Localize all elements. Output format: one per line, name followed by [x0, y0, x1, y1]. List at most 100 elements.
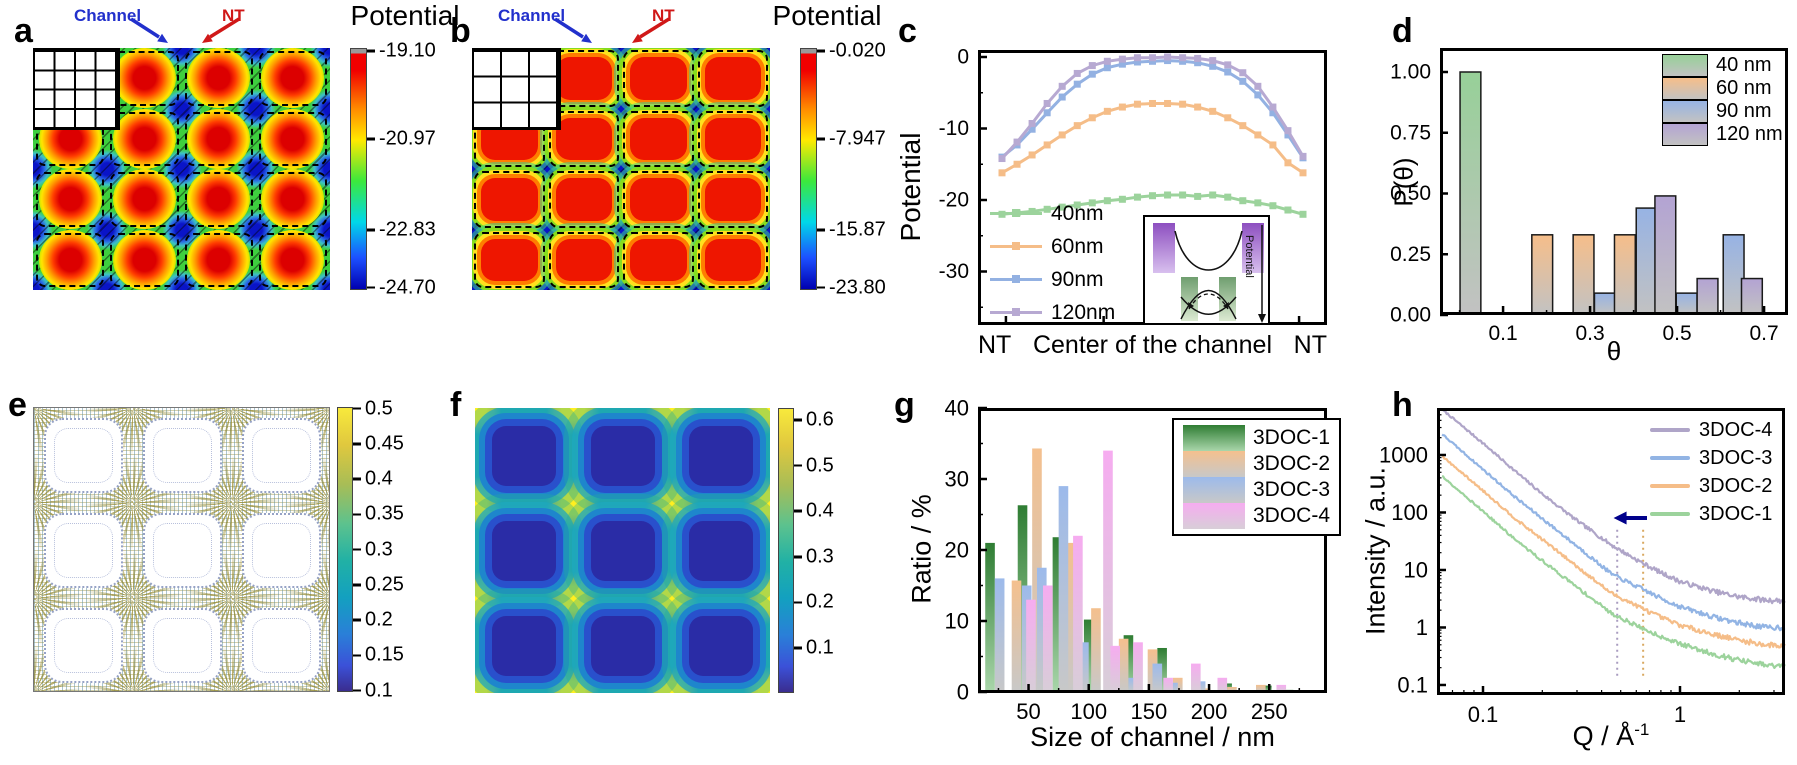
potential-plateau-square: [630, 178, 687, 221]
svg-text:0.5: 0.5: [1662, 322, 1691, 345]
colorbar-tick-label: -7.947: [817, 127, 886, 150]
legend-item: 40 nm: [1662, 54, 1783, 77]
colorbar-tick-label: -15.87: [817, 219, 886, 242]
x-label-q: Q / Å: [1572, 721, 1635, 751]
channel-cell-outline: [36, 232, 105, 287]
legend-item: 60nm: [990, 230, 1115, 263]
contour-maximum-blob: [743, 476, 770, 530]
colorbar-tick-label: 0.1: [794, 637, 834, 660]
legend-d: 40 nm 60 nm 90 nm 120 nm: [1662, 54, 1783, 146]
potential-plateau-square: [555, 178, 612, 221]
contour-channel-band: [657, 408, 686, 693]
channel-cell-outline: [258, 111, 327, 166]
colorbar-title-b: Potential: [772, 0, 882, 31]
svg-text:30: 30: [945, 467, 969, 492]
contour-maximum-blob: [644, 476, 699, 530]
channel-square-outline: [44, 513, 123, 588]
contour-maximum-blob: [743, 571, 770, 625]
colorbar-b: [800, 48, 817, 290]
channel-square-outline: [242, 608, 321, 683]
colorbar-tick-label: -19.10: [367, 40, 436, 63]
channel-cell-outline: [258, 172, 327, 227]
svg-text:0.25: 0.25: [1390, 243, 1431, 266]
svg-text:0.1: 0.1: [1468, 702, 1499, 727]
colorbar-e: [337, 407, 353, 692]
contour-minimum-square: [492, 425, 557, 486]
colorbar-tick-label: 0.3: [794, 545, 834, 568]
colorbar-tick-label: -22.83: [367, 219, 436, 242]
svg-text:0.1: 0.1: [1488, 322, 1517, 345]
svg-text:1000: 1000: [1379, 442, 1428, 467]
legend-item: 120 nm: [1662, 123, 1783, 146]
svg-text:200: 200: [1191, 699, 1228, 724]
colorbar-tick-label: 0.3: [353, 538, 393, 561]
svg-text:0.7: 0.7: [1749, 322, 1778, 345]
channel-cell-outline: [184, 51, 253, 106]
channel-square-outline: [143, 513, 222, 588]
x-label-nt-left: NT: [978, 331, 1012, 359]
y-axis-label-g: Ratio / %: [906, 494, 937, 604]
potential-well-blob: [38, 229, 102, 290]
panel-label-f: f: [450, 386, 462, 424]
potential-well-blob: [261, 48, 325, 109]
x-label-center: Center of the channel: [1032, 331, 1273, 359]
channel-cell-outline: [548, 110, 619, 167]
colorbar-tick-label: -20.97: [367, 127, 436, 150]
potential-plateau-square: [555, 57, 612, 100]
channel-square-outline: [143, 608, 222, 683]
colorbar-a: [350, 48, 367, 290]
channel-cell-outline: [474, 231, 545, 288]
channel-cell-outline: [184, 111, 253, 166]
svg-text:50: 50: [1016, 699, 1040, 724]
inset-potential-label: Potential: [1243, 235, 1255, 278]
nt-arrow-icon: [202, 17, 240, 43]
contour-maximum-blob: [546, 571, 601, 625]
channel-size-bar-chart: 0 10 20 30 40 50 100 150 200 250: [945, 396, 1327, 724]
svg-text:0.00: 0.00: [1390, 304, 1431, 327]
channel-square-outline: [242, 418, 321, 493]
channel-cell-outline: [697, 50, 768, 107]
contour-minimum-square: [492, 520, 557, 581]
potential-plateau-square: [555, 238, 612, 281]
svg-text:1: 1: [1416, 615, 1428, 640]
svg-text:100: 100: [1070, 699, 1107, 724]
potential-well-blob: [261, 229, 325, 290]
potential-well-blob: [112, 169, 176, 230]
contour-maximum-blob: [644, 408, 699, 435]
legend-item: 3DOC-2: [1183, 451, 1330, 477]
svg-text:10: 10: [945, 609, 969, 634]
channel-cell-outline: [258, 51, 327, 106]
potential-well-blob: [112, 229, 176, 290]
potential-well-blob: [38, 169, 102, 230]
colorbar-tick-label: 0.25: [353, 573, 404, 596]
svg-text:100: 100: [1391, 500, 1428, 525]
contour-minimum-square: [688, 615, 753, 676]
panel-label-c: c: [898, 12, 917, 50]
channel-cell-outline: [184, 232, 253, 287]
x-axis-label-g: Size of channel / nm: [1030, 722, 1275, 752]
contour-map: [475, 408, 770, 693]
svg-text:0: 0: [957, 46, 969, 69]
channel-grid-inset: [33, 48, 120, 130]
channel-arrow-icon: [130, 17, 168, 43]
potential-well-blob: [187, 48, 251, 109]
svg-text:-30: -30: [939, 260, 969, 283]
channel-cell-outline: [623, 50, 694, 107]
contour-maximum-blob: [475, 571, 502, 625]
colorbar-tick-label: 0.4: [353, 468, 393, 491]
panel-label-g: g: [894, 386, 915, 424]
svg-text:0.50: 0.50: [1390, 182, 1431, 205]
potential-heatmap-a: [33, 48, 330, 290]
saxs-intensity-chart: 0.1 1 10 100 1000 0.1 1: [1379, 408, 1786, 727]
channel-cell-outline: [184, 172, 253, 227]
svg-text:0.3: 0.3: [1575, 322, 1604, 345]
svg-text:0: 0: [957, 680, 969, 705]
legend-h: 3DOC-4 3DOC-3 3DOC-2 3DOC-1: [1650, 416, 1772, 528]
potential-plateau-square: [704, 117, 761, 160]
svg-text:20: 20: [945, 538, 969, 563]
contour-minimum-square: [590, 615, 655, 676]
x-axis-label-h: Q / Å-1: [1437, 720, 1785, 752]
colorbar-tick-label: 0.1: [353, 679, 393, 702]
svg-text:-20: -20: [939, 189, 969, 212]
contour-maximum-blob: [546, 666, 601, 693]
